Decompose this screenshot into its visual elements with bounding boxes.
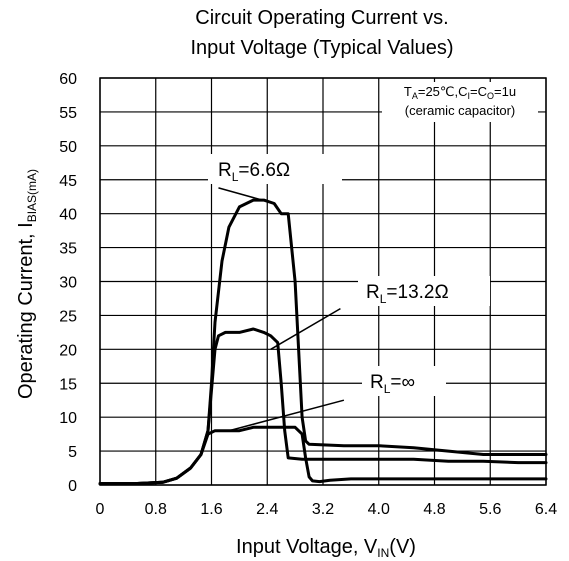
plot-frame xyxy=(99,77,547,486)
annotation-backdrop xyxy=(208,154,342,184)
annotation-leader-line xyxy=(228,399,345,432)
conditions-line-2: (ceramic capacitor) xyxy=(405,103,516,118)
chart-title-line-2: Input Voltage (Typical Values) xyxy=(190,37,453,59)
series-label-rl-6-6: RL=6.6Ω xyxy=(218,160,290,184)
x-tick-label: 6.4 xyxy=(535,501,557,518)
series-label-rl-13-2: RL=13.2Ω xyxy=(366,282,449,306)
conditions-line-1: TA=25℃,CI=CO=1u xyxy=(404,84,516,101)
x-tick-label: 0 xyxy=(96,501,105,518)
annotation-leader-line xyxy=(218,187,268,203)
series-group xyxy=(98,198,548,486)
x-tick-label: 1.6 xyxy=(200,501,222,518)
y-axis-label: Operating Current, IBIAS(mA) xyxy=(15,169,39,399)
annotation-backdrop xyxy=(362,366,446,396)
y-tick-label: 30 xyxy=(59,275,77,292)
x-tick-label: 3.2 xyxy=(312,501,334,518)
annotation-leaders xyxy=(218,187,345,432)
y-tick-label: 35 xyxy=(59,241,77,258)
annotation-rl-6-6: RL=6.6Ω xyxy=(208,154,342,184)
y-tick-label: 0 xyxy=(68,478,77,495)
y-tick-label: 50 xyxy=(59,139,77,156)
y-tick-label: 60 xyxy=(59,71,77,88)
y-tick-label: 45 xyxy=(59,173,77,190)
x-axis-label: Input Voltage, VIN(V) xyxy=(236,536,416,560)
annotation-backdrop xyxy=(358,276,490,306)
annotation-rl-13-2: RL=13.2Ω xyxy=(358,276,490,306)
y-tick-label: 5 xyxy=(68,444,77,461)
tick-labels: 0 0.8 1.6 2.4 3.2 4.0 4.8 5.6 6.4 0 5 10 15 20 25 30 35 4… xyxy=(59,71,557,518)
chart-title-line-1: Circuit Operating Current vs. xyxy=(195,7,448,29)
y-tick-label: 20 xyxy=(59,342,77,359)
conditions-backdrop xyxy=(382,82,538,122)
x-tick-label: 2.4 xyxy=(256,501,278,518)
x-tick-label: 4.0 xyxy=(368,501,390,518)
y-tick-label: 10 xyxy=(59,410,77,427)
y-tick-label: 15 xyxy=(59,376,77,393)
annotation-leader-line xyxy=(270,307,341,350)
series-line-2 xyxy=(98,425,548,486)
x-tick-label: 0.8 xyxy=(145,501,167,518)
x-tick-label: 5.6 xyxy=(479,501,501,518)
series-label-rl-inf: RL=∞ xyxy=(370,372,415,396)
conditions-note: TA=25℃,CI=CO=1u (ceramic capacitor) xyxy=(382,82,538,122)
y-tick-label: 40 xyxy=(59,207,77,224)
y-tick-label: 55 xyxy=(59,105,77,122)
annotation-rl-inf: RL=∞ xyxy=(362,366,446,396)
x-tick-label: 4.8 xyxy=(423,501,445,518)
y-tick-label: 25 xyxy=(59,308,77,325)
